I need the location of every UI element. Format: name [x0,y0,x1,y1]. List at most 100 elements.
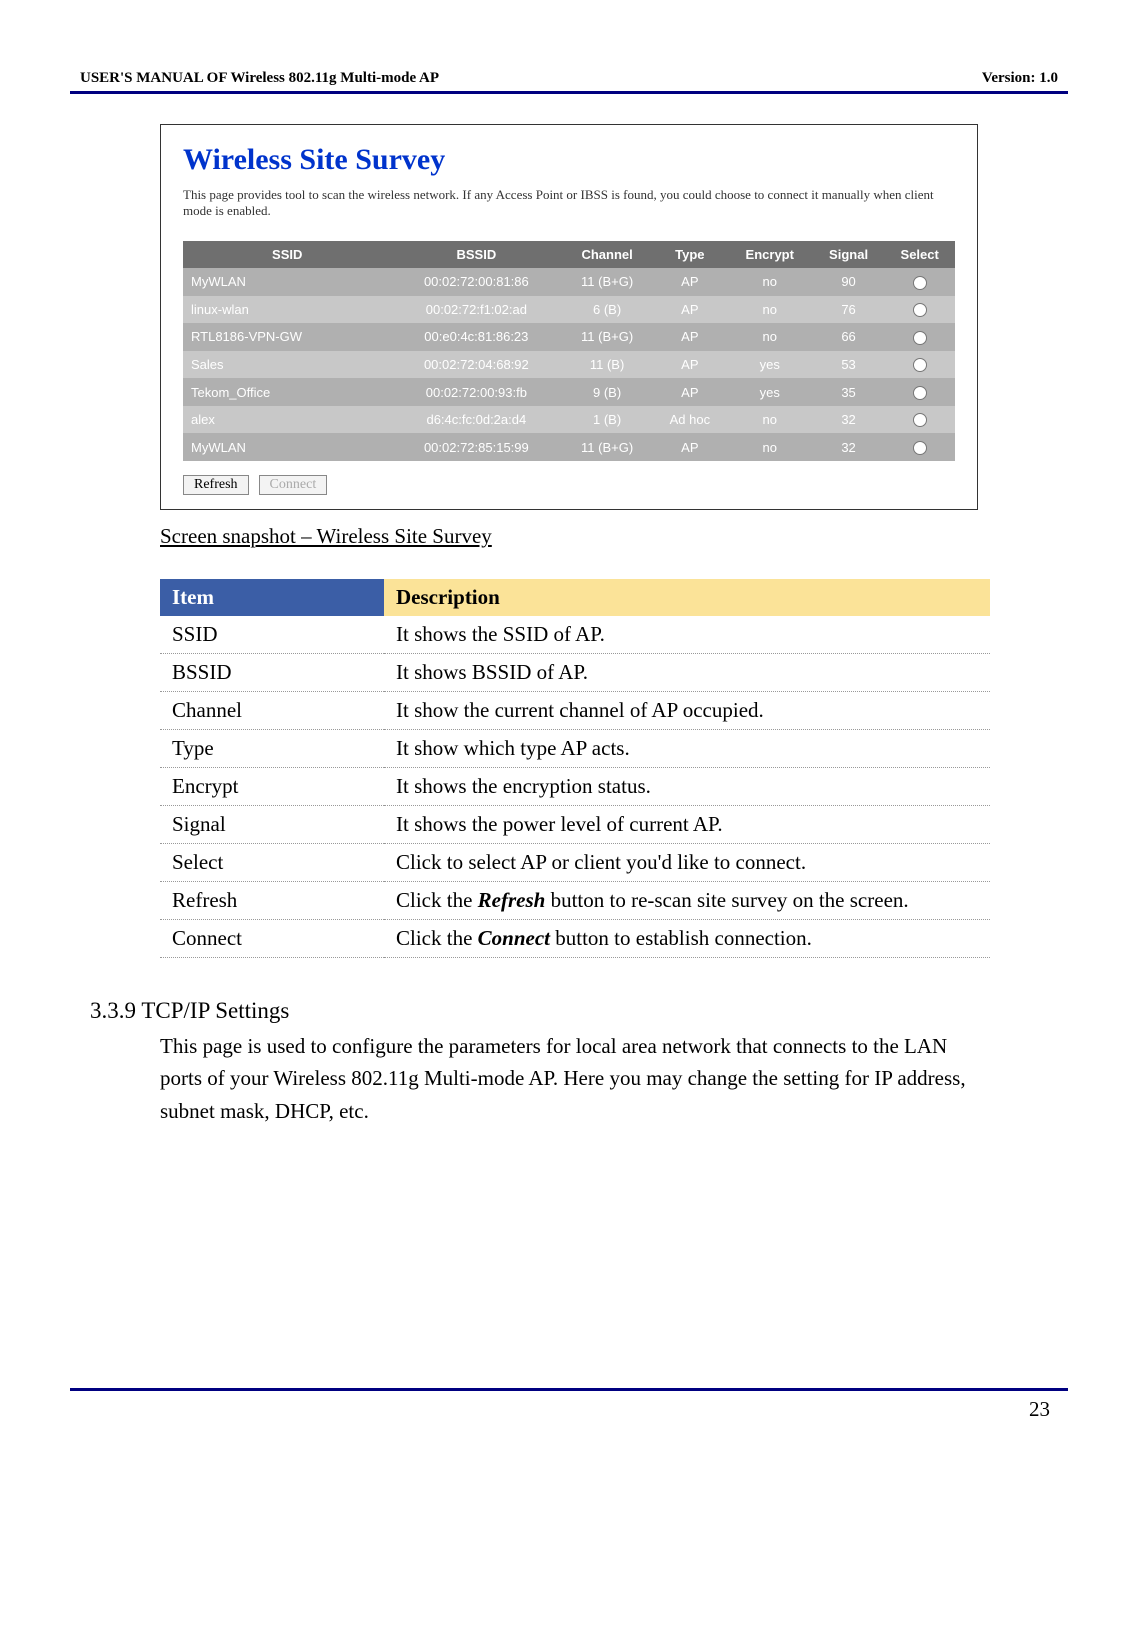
survey-select-cell [884,323,955,351]
table-row: MyWLAN00:02:72:85:15:9911 (B+G)APno32 [183,433,955,461]
desc-value: It shows BSSID of AP. [384,653,990,691]
survey-cell: 00:02:72:00:81:86 [391,268,561,296]
survey-cell: 9 (B) [561,378,653,406]
survey-cell: 11 (B+G) [561,323,653,351]
survey-cell: MyWLAN [183,268,391,296]
table-row: Tekom_Office00:02:72:00:93:fb9 (B)APyes3… [183,378,955,406]
desc-key: Signal [160,805,384,843]
survey-cell: linux-wlan [183,296,391,324]
survey-cell: d6:4c:fc:0d:2a:d4 [391,406,561,434]
survey-th: BSSID [391,241,561,268]
survey-cell: 11 (B) [561,351,653,379]
desc-key: Encrypt [160,767,384,805]
connect-button[interactable]: Connect [259,475,328,495]
desc-value: It shows the encryption status. [384,767,990,805]
panel-title: Wireless Site Survey [183,143,955,177]
survey-cell: 11 (B+G) [561,433,653,461]
survey-cell: 11 (B+G) [561,268,653,296]
description-table: Item Description SSIDIt shows the SSID o… [160,579,990,958]
survey-cell: 35 [813,378,885,406]
select-radio[interactable] [913,386,927,400]
survey-cell: 32 [813,433,885,461]
desc-value: Click the Connect button to establish co… [384,919,990,957]
survey-cell: no [727,323,813,351]
survey-select-cell [884,378,955,406]
table-row: MyWLAN00:02:72:00:81:8611 (B+G)APno90 [183,268,955,296]
survey-cell: 90 [813,268,885,296]
survey-cell: 00:02:72:85:15:99 [391,433,561,461]
survey-th: SSID [183,241,391,268]
survey-cell: yes [727,351,813,379]
table-row: linux-wlan00:02:72:f1:02:ad6 (B)APno76 [183,296,955,324]
select-radio[interactable] [913,276,927,290]
desc-value: It show the current channel of AP occupi… [384,691,990,729]
survey-cell: 32 [813,406,885,434]
survey-select-cell [884,268,955,296]
survey-cell: Sales [183,351,391,379]
desc-row: SignalIt shows the power level of curren… [160,805,990,843]
desc-value: Click to select AP or client you'd like … [384,843,990,881]
header-right: Version: 1.0 [982,70,1058,87]
desc-row: SSIDIt shows the SSID of AP. [160,616,990,654]
section-heading: 3.3.9 TCP/IP Settings [90,998,1068,1024]
desc-value: It shows the SSID of AP. [384,616,990,654]
survey-cell: alex [183,406,391,434]
desc-value: It show which type AP acts. [384,729,990,767]
survey-table: SSIDBSSIDChannelTypeEncryptSignalSelect … [183,241,955,461]
desc-row: SelectClick to select AP or client you'd… [160,843,990,881]
desc-key: Select [160,843,384,881]
survey-select-cell [884,406,955,434]
desc-value: Click the Refresh button to re-scan site… [384,881,990,919]
desc-row: RefreshClick the Refresh button to re-sc… [160,881,990,919]
desc-key: Type [160,729,384,767]
desc-row: TypeIt show which type AP acts. [160,729,990,767]
survey-cell: no [727,268,813,296]
desc-row: EncryptIt shows the encryption status. [160,767,990,805]
desc-key: Connect [160,919,384,957]
survey-cell: 53 [813,351,885,379]
survey-cell: 1 (B) [561,406,653,434]
survey-th: Channel [561,241,653,268]
survey-cell: 6 (B) [561,296,653,324]
survey-cell: AP [653,351,727,379]
survey-cell: 76 [813,296,885,324]
desc-key: SSID [160,616,384,654]
survey-cell: yes [727,378,813,406]
survey-select-cell [884,351,955,379]
survey-cell: AP [653,296,727,324]
desc-key: Refresh [160,881,384,919]
refresh-button[interactable]: Refresh [183,475,249,495]
survey-cell: 66 [813,323,885,351]
survey-th: Signal [813,241,885,268]
panel-caption: Screen snapshot – Wireless Site Survey [160,524,1068,549]
page-number: 23 [70,1391,1068,1422]
desc-th-item: Item [160,579,384,616]
select-radio[interactable] [913,441,927,455]
survey-cell: no [727,296,813,324]
select-radio[interactable] [913,303,927,317]
survey-select-cell [884,296,955,324]
table-row: RTL8186-VPN-GW00:e0:4c:81:86:2311 (B+G)A… [183,323,955,351]
panel-desc: This page provides tool to scan the wire… [183,187,955,219]
survey-cell: AP [653,268,727,296]
table-row: alexd6:4c:fc:0d:2a:d41 (B)Ad hocno32 [183,406,955,434]
select-radio[interactable] [913,413,927,427]
desc-value: It shows the power level of current AP. [384,805,990,843]
survey-select-cell [884,433,955,461]
site-survey-panel: Wireless Site Survey This page provides … [160,124,978,510]
select-radio[interactable] [913,331,927,345]
survey-cell: RTL8186-VPN-GW [183,323,391,351]
survey-cell: no [727,406,813,434]
survey-cell: AP [653,323,727,351]
survey-cell: Tekom_Office [183,378,391,406]
table-row: Sales00:02:72:04:68:9211 (B)APyes53 [183,351,955,379]
survey-cell: AP [653,378,727,406]
survey-th: Encrypt [727,241,813,268]
desc-key: BSSID [160,653,384,691]
section-body: This page is used to configure the param… [160,1030,978,1128]
header-left: USER'S MANUAL OF Wireless 802.11g Multi-… [80,70,439,87]
desc-row: BSSIDIt shows BSSID of AP. [160,653,990,691]
select-radio[interactable] [913,358,927,372]
desc-row: ChannelIt show the current channel of AP… [160,691,990,729]
desc-th-desc: Description [384,579,990,616]
